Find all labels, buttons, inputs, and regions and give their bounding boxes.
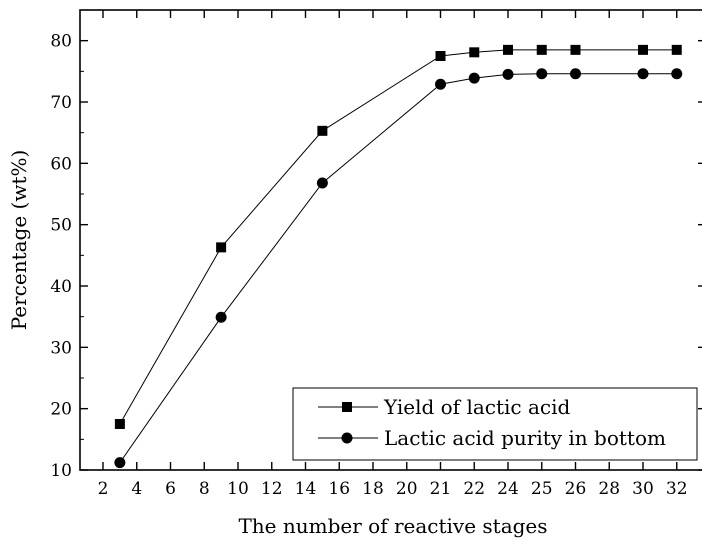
x-tick-label: 24 [497,479,519,499]
series-1 [114,44,682,429]
data-point [570,44,581,55]
y-tick-label: 30 [50,338,72,358]
data-point [638,44,648,55]
y-tick-label: 60 [50,154,72,174]
x-axis-label: The number of reactive stages [238,514,547,538]
data-point [435,51,446,61]
data-point [114,457,126,469]
x-tick-label: 10 [227,479,249,499]
data-point [536,44,547,55]
x-tick-label: 16 [328,479,350,499]
y-axis: 10 20 30 40 50 60 70 80 [50,32,702,481]
data-point [536,68,548,80]
data-point [570,68,581,80]
x-axis: 2 4 6 8 10 12 14 16 18 20 21 22 24 25 26 28 30 32 [98,10,688,499]
x-tick-label: 8 [199,479,210,499]
series-line [119,49,677,425]
y-tick-label: 10 [50,461,72,481]
data-point [215,311,227,323]
series-line [119,73,677,463]
x-tick-label: 18 [362,479,384,499]
legend-marker [342,402,352,412]
data-point [502,68,514,80]
legend-label: Yield of lactic acid [383,395,570,419]
y-tick-label: 70 [50,93,72,113]
x-tick-label: 2 [98,479,109,499]
data-point [671,68,683,80]
y-tick-label: 20 [50,400,72,420]
data-point [468,72,480,84]
x-tick-label: 21 [430,479,452,499]
data-point [469,47,480,58]
x-tick-label: 22 [463,479,485,499]
data-point [637,68,649,80]
data-point [114,419,125,429]
x-tick-label: 12 [261,479,283,499]
x-tick-label: 6 [165,479,176,499]
data-point [671,44,682,55]
y-tick-label: 40 [50,277,72,297]
y-tick-label: 50 [50,216,72,236]
y-tick-label: 80 [50,32,72,52]
series-layer [114,44,683,469]
x-tick-label: 28 [598,479,620,499]
x-tick-label: 32 [666,479,688,499]
legend: Yield of lactic acid Lactic acid purity i… [292,387,698,461]
x-tick-label: 14 [295,479,317,499]
legend-box [292,387,698,461]
legend-marker [341,432,353,444]
plot-area-frame [79,9,702,471]
x-tick-label: 26 [565,479,587,499]
y-axis-label: Percentage (wt%) [7,150,31,331]
series-2 [114,68,683,469]
x-tick-label: 20 [396,479,418,499]
data-point [435,78,446,90]
legend-label: Lactic acid purity in bottom [384,426,666,450]
x-tick-label: 4 [131,479,142,499]
data-point [216,242,227,253]
x-tick-label: 30 [632,479,654,499]
data-point [503,44,513,55]
data-point [316,177,328,189]
data-point [317,125,328,136]
x-tick-label: 25 [531,479,553,499]
